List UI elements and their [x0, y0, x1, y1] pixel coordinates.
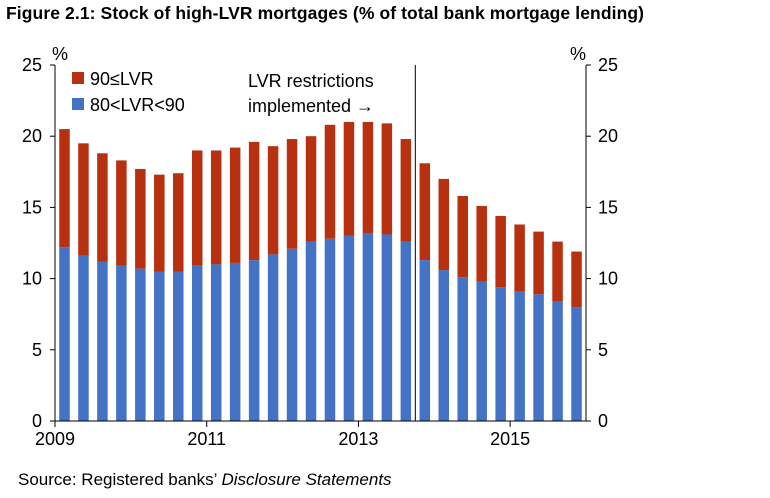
bar-upper-7 — [191, 150, 203, 266]
bar-upper-26 — [552, 241, 563, 302]
legend-label-1: 80<LVR<90 — [90, 95, 185, 115]
bar-lower-3 — [116, 265, 127, 421]
bar-upper-0 — [59, 129, 70, 248]
x-tick-label-2013: 2013 — [338, 429, 378, 449]
x-tick-label-2011: 2011 — [187, 429, 226, 449]
bar-lower-4 — [135, 268, 146, 421]
source-italic: Disclosure Statements — [221, 470, 392, 489]
bar-lower-21 — [457, 277, 468, 421]
legend-swatch-1 — [72, 98, 84, 110]
bar-upper-25 — [533, 231, 544, 295]
bar-upper-8 — [210, 150, 222, 265]
bar-upper-3 — [116, 160, 127, 266]
bar-upper-14 — [324, 124, 336, 239]
y-tick-label-right-0: 0 — [598, 411, 608, 431]
y-tick-label-right-15: 15 — [598, 197, 618, 217]
y-tick-label-right-20: 20 — [598, 126, 618, 146]
annotation-text-0: LVR restrictions — [248, 71, 374, 91]
y-tick-label-left-15: 15 — [22, 197, 42, 217]
bar-upper-16 — [362, 121, 374, 234]
annotation: LVR restrictions implemented → — [248, 65, 416, 421]
bar-lower-9 — [229, 262, 241, 421]
bar-lower-17 — [381, 234, 393, 421]
bar-lower-27 — [571, 307, 582, 421]
bar-upper-24 — [514, 224, 525, 292]
bar-lower-0 — [59, 247, 70, 421]
bar-upper-19 — [419, 163, 431, 261]
bar-upper-17 — [381, 123, 393, 235]
source-note: Source: Registered banks’ Disclosure Sta… — [18, 470, 392, 490]
bar-upper-22 — [476, 205, 487, 282]
bar-upper-9 — [229, 147, 241, 263]
bar-lower-1 — [78, 255, 89, 421]
chart-title: Figure 2.1: Stock of high-LVR mortgages … — [6, 3, 645, 23]
bar-upper-21 — [457, 196, 468, 278]
bar-lower-26 — [552, 301, 563, 421]
bar-upper-6 — [173, 173, 184, 272]
bar-upper-11 — [267, 146, 279, 255]
bar-lower-22 — [476, 281, 487, 421]
bar-lower-12 — [286, 248, 298, 421]
bar-lower-25 — [533, 294, 544, 421]
bar-upper-23 — [495, 215, 506, 288]
y-tick-label-right-25: 25 — [598, 55, 618, 75]
bars-group — [59, 121, 582, 421]
y-tick-label-left-25: 25 — [22, 55, 42, 75]
x-tick-label-2015: 2015 — [490, 429, 530, 449]
bar-upper-2 — [97, 153, 108, 262]
bar-upper-13 — [305, 136, 317, 242]
annotation-text-1: implemented → — [248, 96, 374, 116]
y-tick-label-right-10: 10 — [598, 269, 618, 289]
bar-lower-11 — [267, 254, 279, 421]
bar-lower-18 — [400, 241, 412, 421]
chart-plot: 0 0 5 5 10 10 15 15 20 20 25 25% % 2009 2011 2013 2015 9… — [22, 44, 618, 449]
bar-upper-15 — [343, 121, 355, 236]
bar-lower-16 — [362, 233, 374, 421]
bar-upper-4 — [135, 168, 146, 269]
source-prefix: Source: Registered banks’ — [18, 470, 222, 489]
x-tick-label-2009: 2009 — [35, 429, 75, 449]
bar-lower-14 — [324, 238, 336, 421]
bar-upper-27 — [571, 251, 582, 308]
y-tick-label-left-20: 20 — [22, 126, 42, 146]
legend: 90≤LVR 80<LVR<90 — [72, 69, 185, 115]
bar-upper-20 — [438, 178, 450, 271]
unit-right: % — [570, 44, 586, 64]
bar-lower-7 — [191, 265, 203, 421]
unit-left: % — [52, 44, 68, 64]
bar-lower-6 — [173, 271, 184, 421]
y-tick-label-left-10: 10 — [22, 269, 42, 289]
bar-lower-23 — [495, 287, 506, 421]
bar-lower-15 — [343, 235, 355, 421]
axes-group: 0 0 5 5 10 10 15 15 20 20 25 25% % 2009 2011 2013 2015 — [22, 44, 618, 449]
bar-upper-1 — [78, 143, 89, 256]
legend-swatch-0 — [72, 72, 84, 84]
bar-upper-18 — [400, 139, 412, 242]
bar-upper-10 — [248, 141, 260, 261]
bar-lower-13 — [305, 241, 317, 421]
bar-lower-19 — [419, 260, 431, 421]
bar-lower-20 — [438, 270, 450, 421]
legend-label-0: 90≤LVR — [90, 69, 154, 89]
bar-lower-10 — [248, 260, 260, 421]
y-tick-label-left-0: 0 — [32, 411, 42, 431]
bar-lower-5 — [154, 271, 165, 421]
y-tick-label-left-5: 5 — [32, 340, 42, 360]
bar-lower-8 — [210, 264, 222, 421]
bar-lower-2 — [97, 261, 108, 421]
y-tick-label-right-5: 5 — [598, 340, 608, 360]
bar-upper-5 — [154, 174, 165, 272]
bar-lower-24 — [514, 291, 525, 421]
bar-upper-12 — [286, 139, 298, 249]
